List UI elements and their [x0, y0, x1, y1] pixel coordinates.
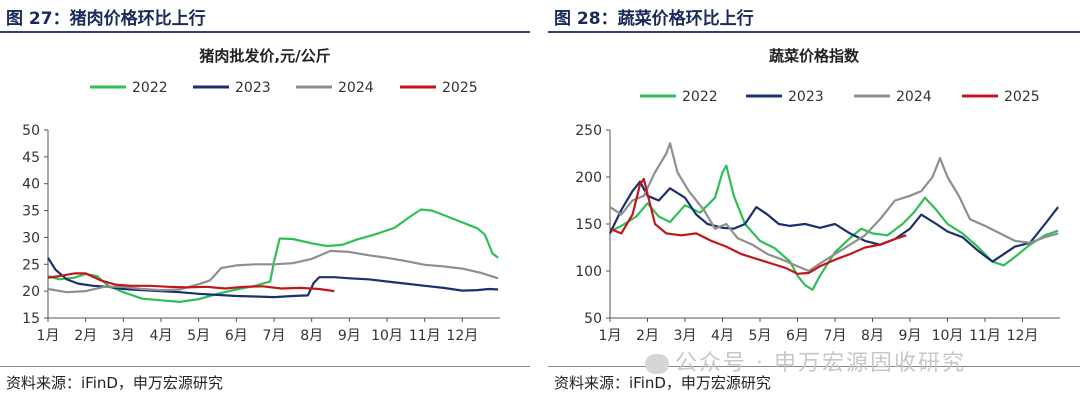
series-line-2025 — [609, 177, 907, 275]
y-tick-label: 30 — [22, 230, 40, 246]
y-tick-label: 35 — [22, 204, 40, 220]
y-tick-label: 15 — [22, 311, 40, 327]
watermark: 公众号 · 申万宏源固收研究 — [645, 345, 966, 377]
x-tick-label: 3月 — [112, 328, 135, 344]
y-tick-label: 100 — [575, 264, 602, 280]
x-tick-label: 11月 — [969, 328, 1001, 344]
y-tick-label: 50 — [584, 311, 602, 327]
y-tick-label: 200 — [575, 170, 602, 186]
y-tick-label: 45 — [22, 150, 40, 166]
y-tick-label: 25 — [22, 257, 40, 273]
x-tick-label: 2月 — [636, 328, 659, 344]
x-tick-label: 9月 — [899, 328, 922, 344]
x-tick-label: 7月 — [263, 328, 286, 344]
legend-label: 2022 — [682, 89, 718, 105]
x-tick-label: 3月 — [674, 328, 697, 344]
bottom-rule — [548, 366, 1080, 367]
x-tick-label: 5月 — [749, 328, 772, 344]
y-tick-label: 150 — [575, 217, 602, 233]
x-tick-label: 8月 — [861, 328, 884, 344]
figure-title: 图 27：猪肉价格环比上行 — [6, 9, 206, 29]
legend-label: 2022 — [132, 80, 168, 96]
x-tick-label: 4月 — [150, 328, 173, 344]
series-line-2024 — [609, 142, 1059, 273]
title-rule — [0, 31, 530, 33]
vegetable-index-chart: 50 100 150 200 250 1月 2月 3月 4月 5月 6月 7月 8月 9月 10月 11月 12… — [575, 89, 1060, 344]
x-tick-label: 12月 — [1007, 328, 1039, 344]
x-tick-label: 9月 — [338, 328, 361, 344]
legend-label: 2023 — [788, 89, 824, 105]
x-tick-label: 1月 — [599, 328, 622, 344]
chart-title: 猪肉批发价,元/公斤 — [199, 47, 331, 65]
source-note: 资料来源：iFinD，申万宏源研究 — [6, 374, 223, 392]
y-tick-label: 20 — [22, 284, 40, 300]
x-tick-label: 5月 — [187, 328, 210, 344]
chart-title: 蔬菜价格指数 — [768, 47, 859, 65]
series-line-2023 — [609, 180, 1059, 263]
bottom-rule — [0, 366, 530, 367]
source-note: 资料来源：iFinD，申万宏源研究 — [554, 374, 771, 392]
y-tick-label: 40 — [22, 177, 40, 193]
series-line-2025 — [47, 272, 335, 293]
x-tick-label: 4月 — [711, 328, 734, 344]
legend-label: 2025 — [442, 80, 478, 96]
x-tick-label: 8月 — [300, 328, 323, 344]
x-tick-label: 2月 — [74, 328, 97, 344]
x-tick-label: 6月 — [225, 328, 248, 344]
legend-label: 2024 — [338, 80, 374, 96]
x-tick-label: 12月 — [446, 328, 478, 344]
x-tick-label: 1月 — [37, 328, 60, 344]
panel-pork: 图 27：猪肉价格环比上行 猪肉批发价,元/公斤 15 20 25 30 35 40 45 5… — [0, 0, 530, 405]
watermark-text: 公众号 · 申万宏源固收研究 — [675, 351, 966, 376]
x-tick-label: 10月 — [932, 328, 964, 344]
figure-title: 图 28：蔬菜价格环比上行 — [554, 9, 754, 29]
legend-label: 2023 — [235, 80, 271, 96]
wechat-icon — [645, 354, 669, 374]
y-tick-label: 250 — [575, 123, 602, 139]
y-tick-label: 50 — [22, 123, 40, 139]
legend-label: 2025 — [1004, 89, 1040, 105]
x-tick-label: 6月 — [786, 328, 809, 344]
series-line-2022 — [609, 164, 1059, 291]
x-tick-label: 11月 — [409, 328, 441, 344]
title-rule — [548, 31, 1080, 33]
panel-vegetable: 图 28：蔬菜价格环比上行 蔬菜价格指数 50 100 150 200 250 1月 2月 3… — [548, 0, 1080, 405]
legend-label: 2024 — [896, 89, 932, 105]
x-tick-label: 10月 — [371, 328, 403, 344]
x-tick-label: 7月 — [824, 328, 847, 344]
series-line-2024 — [47, 249, 499, 294]
